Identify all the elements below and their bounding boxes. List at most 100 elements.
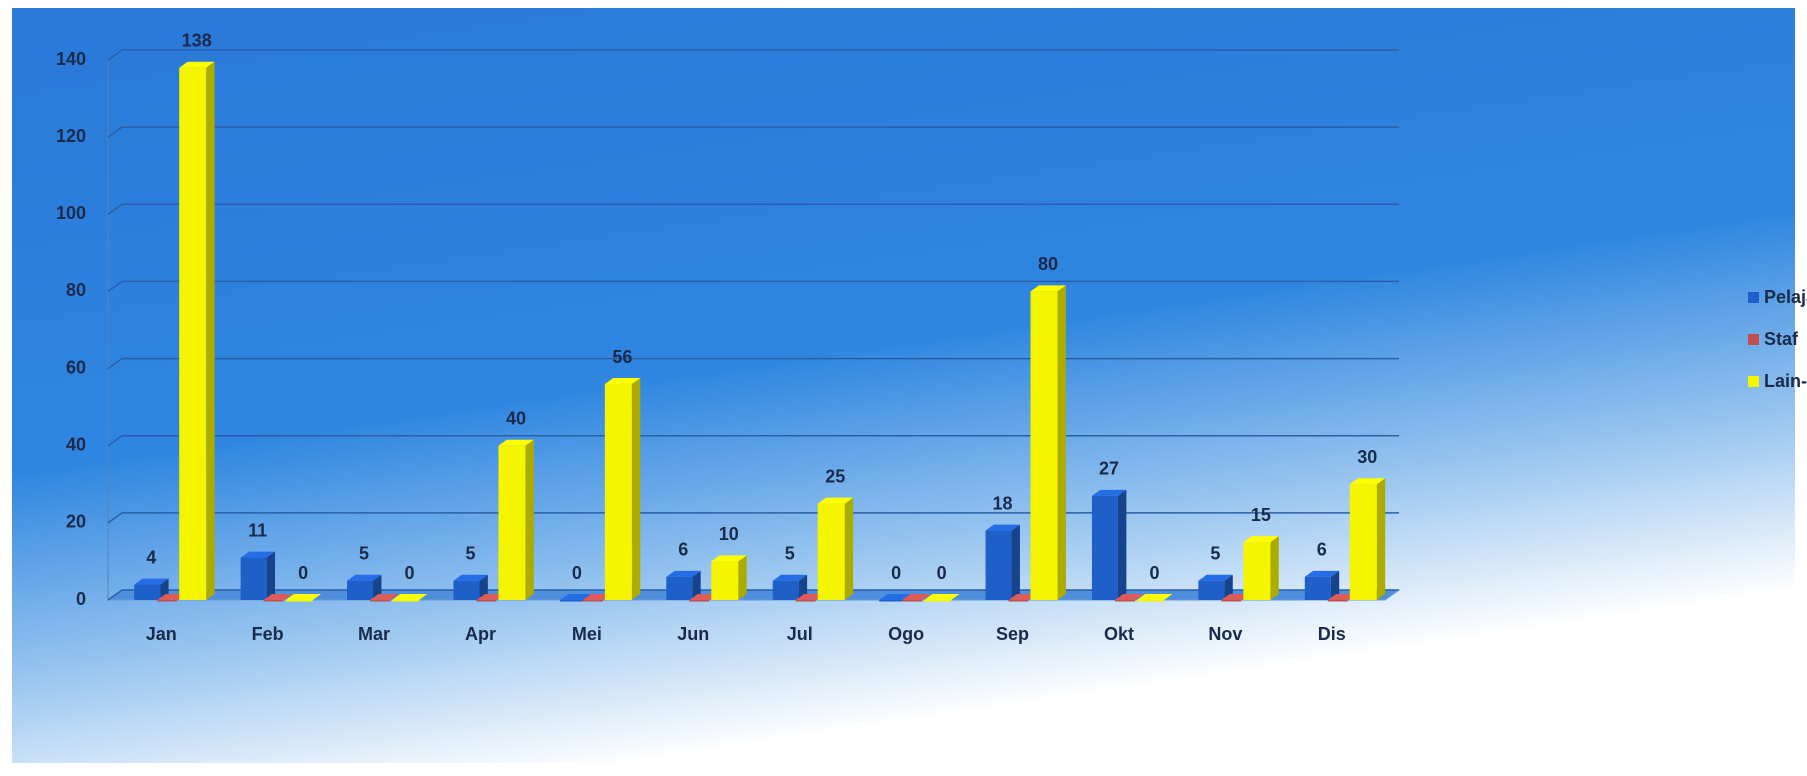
bar — [134, 578, 169, 600]
y-tick-label: 0 — [76, 589, 86, 609]
data-label: 0 — [405, 563, 415, 583]
data-label: 0 — [1149, 563, 1159, 583]
grid-line-side — [107, 357, 123, 370]
bar — [392, 594, 428, 602]
x-tick-label: Dis — [1318, 624, 1346, 644]
y-tick-label: 20 — [66, 512, 86, 532]
bar-front — [134, 584, 161, 600]
bar-front — [453, 580, 480, 600]
bar — [240, 551, 276, 600]
y-tick-label: 80 — [66, 280, 86, 300]
data-label: 27 — [1099, 459, 1119, 479]
y-tick-label: 140 — [56, 49, 86, 69]
bar-front — [285, 600, 313, 602]
data-label: 0 — [937, 563, 947, 583]
legend-label: Lain-lain — [1764, 371, 1807, 391]
bar-front — [1304, 576, 1331, 600]
bar — [902, 594, 931, 602]
data-label: 11 — [248, 520, 267, 540]
bar-front — [1349, 484, 1377, 600]
bar-front — [689, 600, 710, 602]
bar-top — [1091, 489, 1127, 496]
bar-side — [738, 555, 747, 600]
bar-top — [604, 378, 641, 384]
bar-side — [525, 439, 534, 600]
legend-swatch — [1748, 376, 1759, 387]
data-label: 56 — [612, 347, 632, 367]
bar-top — [1304, 570, 1340, 577]
data-label: 18 — [993, 493, 1013, 513]
data-label: 80 — [1038, 254, 1058, 274]
bar-front — [817, 503, 845, 600]
bar-top — [924, 594, 960, 600]
bar-front — [985, 530, 1012, 600]
bar — [1114, 594, 1144, 602]
x-tick-label: Apr — [465, 624, 496, 644]
bar — [1198, 574, 1233, 600]
x-tick-label: Okt — [1104, 624, 1134, 644]
data-label: 138 — [182, 30, 212, 50]
bar-top — [985, 524, 1020, 531]
bar-front — [370, 600, 391, 602]
bar-front — [1243, 542, 1271, 600]
data-label: 0 — [298, 563, 308, 583]
bar — [689, 594, 718, 602]
bar-front — [666, 576, 693, 600]
x-tick-label: Mei — [572, 624, 602, 644]
bar — [1243, 536, 1279, 600]
bar — [604, 378, 641, 600]
grid-line-side — [107, 280, 123, 293]
data-label: 15 — [1251, 505, 1271, 525]
bar-side — [1270, 536, 1279, 600]
data-label: 6 — [678, 540, 688, 560]
chart-area — [12, 8, 1795, 763]
bar-top — [1243, 536, 1279, 543]
x-tick-label: Ogo — [888, 624, 924, 644]
bar-side — [1057, 285, 1066, 600]
bar-side — [692, 570, 701, 600]
bar-side — [844, 497, 854, 600]
data-label: 5 — [465, 543, 475, 563]
data-label: 30 — [1357, 447, 1377, 467]
bar-side — [1330, 570, 1340, 600]
bar — [1091, 489, 1127, 600]
bar — [711, 555, 747, 600]
bar-top — [711, 555, 747, 562]
data-label: 0 — [891, 563, 901, 583]
bar-top — [263, 594, 293, 600]
bar-front — [711, 561, 739, 600]
legend-label: Pelajar — [1764, 287, 1807, 307]
x-tick-label: Jan — [146, 624, 177, 644]
bar-front — [1008, 600, 1029, 602]
bar-front — [795, 600, 816, 602]
bar — [582, 594, 612, 602]
grid-line-side — [107, 203, 123, 215]
bar-top — [134, 578, 169, 585]
bar-top — [1030, 285, 1066, 292]
bar-top — [157, 594, 186, 600]
bar — [285, 594, 322, 602]
x-tick-label: Jun — [677, 624, 709, 644]
bar — [1349, 478, 1386, 600]
bar-top — [1114, 594, 1144, 600]
bar — [157, 594, 186, 602]
data-label: 5 — [1210, 543, 1220, 563]
bar-front — [924, 600, 952, 602]
x-tick-label: Nov — [1208, 624, 1242, 644]
bar-top — [285, 594, 322, 600]
bar-top — [476, 594, 505, 600]
bar-top — [347, 574, 382, 581]
bar-front — [1136, 600, 1164, 602]
bar-front — [772, 580, 799, 600]
bar — [795, 594, 825, 602]
x-tick-label: Feb — [252, 624, 284, 644]
bar-front — [1221, 600, 1242, 602]
bar-top — [1008, 594, 1037, 600]
data-label: 5 — [359, 543, 369, 563]
bar-top — [666, 570, 701, 577]
bar-top — [498, 439, 534, 446]
bar-top — [1198, 574, 1233, 581]
bar-side — [1224, 574, 1233, 600]
bar-top — [902, 594, 931, 600]
